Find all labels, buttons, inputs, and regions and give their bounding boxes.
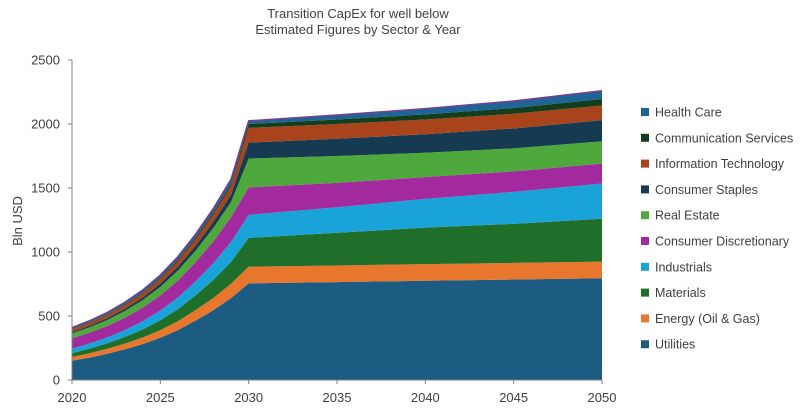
legend-swatch bbox=[641, 314, 649, 323]
x-tick-label: 2045 bbox=[499, 390, 528, 405]
legend-label: Utilities bbox=[655, 338, 695, 352]
legend-item-industrials: Industrials bbox=[641, 260, 712, 274]
legend-item-real-estate: Real Estate bbox=[641, 209, 720, 223]
legend-label: Real Estate bbox=[655, 209, 720, 223]
area-consumer-staples bbox=[72, 120, 602, 334]
legend-item-information-technology: Information Technology bbox=[641, 157, 785, 171]
legend-item-health-care: Health Care bbox=[641, 106, 722, 120]
area-industrials bbox=[72, 183, 602, 354]
y-tick-label: 1000 bbox=[31, 245, 60, 260]
x-tick-label: 2040 bbox=[411, 390, 440, 405]
legend-label: Information Technology bbox=[655, 157, 785, 171]
legend-swatch bbox=[641, 133, 649, 142]
y-axis-label: Bln USD bbox=[10, 196, 25, 246]
axes-group: 2020 2025 2030 2035 2040 2045 2050 0 500 1000 1500… bbox=[31, 53, 616, 406]
chart-title-line-1: Transition CapEx for well below bbox=[267, 6, 449, 21]
chart-title-line-2: Estimated Figures by Sector & Year bbox=[255, 22, 461, 37]
legend-item-communication-services: Communication Services bbox=[641, 131, 793, 145]
legend-swatch bbox=[641, 288, 649, 297]
legend-swatch bbox=[641, 108, 649, 116]
legend-swatch bbox=[641, 159, 649, 168]
y-tick-label: 2000 bbox=[31, 117, 60, 132]
area-utilities bbox=[72, 278, 602, 380]
legend-swatch bbox=[641, 211, 649, 220]
area-energy-oil-gas bbox=[72, 261, 602, 361]
y-tick-label: 1500 bbox=[31, 181, 60, 196]
x-tick-label: 2025 bbox=[146, 390, 175, 405]
legend-label: Health Care bbox=[655, 106, 722, 120]
legend-label: Consumer Staples bbox=[655, 183, 758, 197]
legend-label: Energy (Oil & Gas) bbox=[655, 312, 760, 326]
legend-label: Communication Services bbox=[655, 131, 793, 145]
y-tick-label: 500 bbox=[38, 309, 60, 324]
x-tick-label: 2020 bbox=[58, 390, 87, 405]
x-tick-label: 2030 bbox=[234, 390, 263, 405]
legend-swatch bbox=[641, 237, 649, 245]
legend-item-utilities: Utilities bbox=[641, 338, 695, 352]
y-tick-label: 0 bbox=[53, 373, 60, 388]
legend: Health Care Communication Services Informa… bbox=[641, 106, 793, 352]
area-series-group bbox=[71, 89, 603, 380]
stack-top-outline bbox=[71, 89, 603, 329]
legend-item-consumer-discretionary: Consumer Discretionary bbox=[641, 235, 790, 249]
x-tick-label: 2050 bbox=[588, 390, 617, 405]
legend-label: Industrials bbox=[655, 260, 712, 274]
area-materials bbox=[72, 218, 602, 357]
area-real-estate bbox=[72, 141, 602, 339]
x-tick-label: 2035 bbox=[323, 390, 352, 405]
legend-label: Materials bbox=[655, 286, 706, 300]
legend-label: Consumer Discretionary bbox=[655, 235, 790, 249]
legend-item-materials: Materials bbox=[641, 286, 706, 300]
y-tick-label: 2500 bbox=[31, 53, 60, 68]
legend-item-consumer-staples: Consumer Staples bbox=[641, 183, 758, 197]
legend-item-energy-oil-gas: Energy (Oil & Gas) bbox=[641, 312, 760, 326]
area-consumer-discretionary bbox=[72, 163, 602, 349]
legend-swatch bbox=[641, 340, 649, 349]
legend-swatch bbox=[641, 185, 649, 194]
legend-swatch bbox=[641, 262, 649, 271]
